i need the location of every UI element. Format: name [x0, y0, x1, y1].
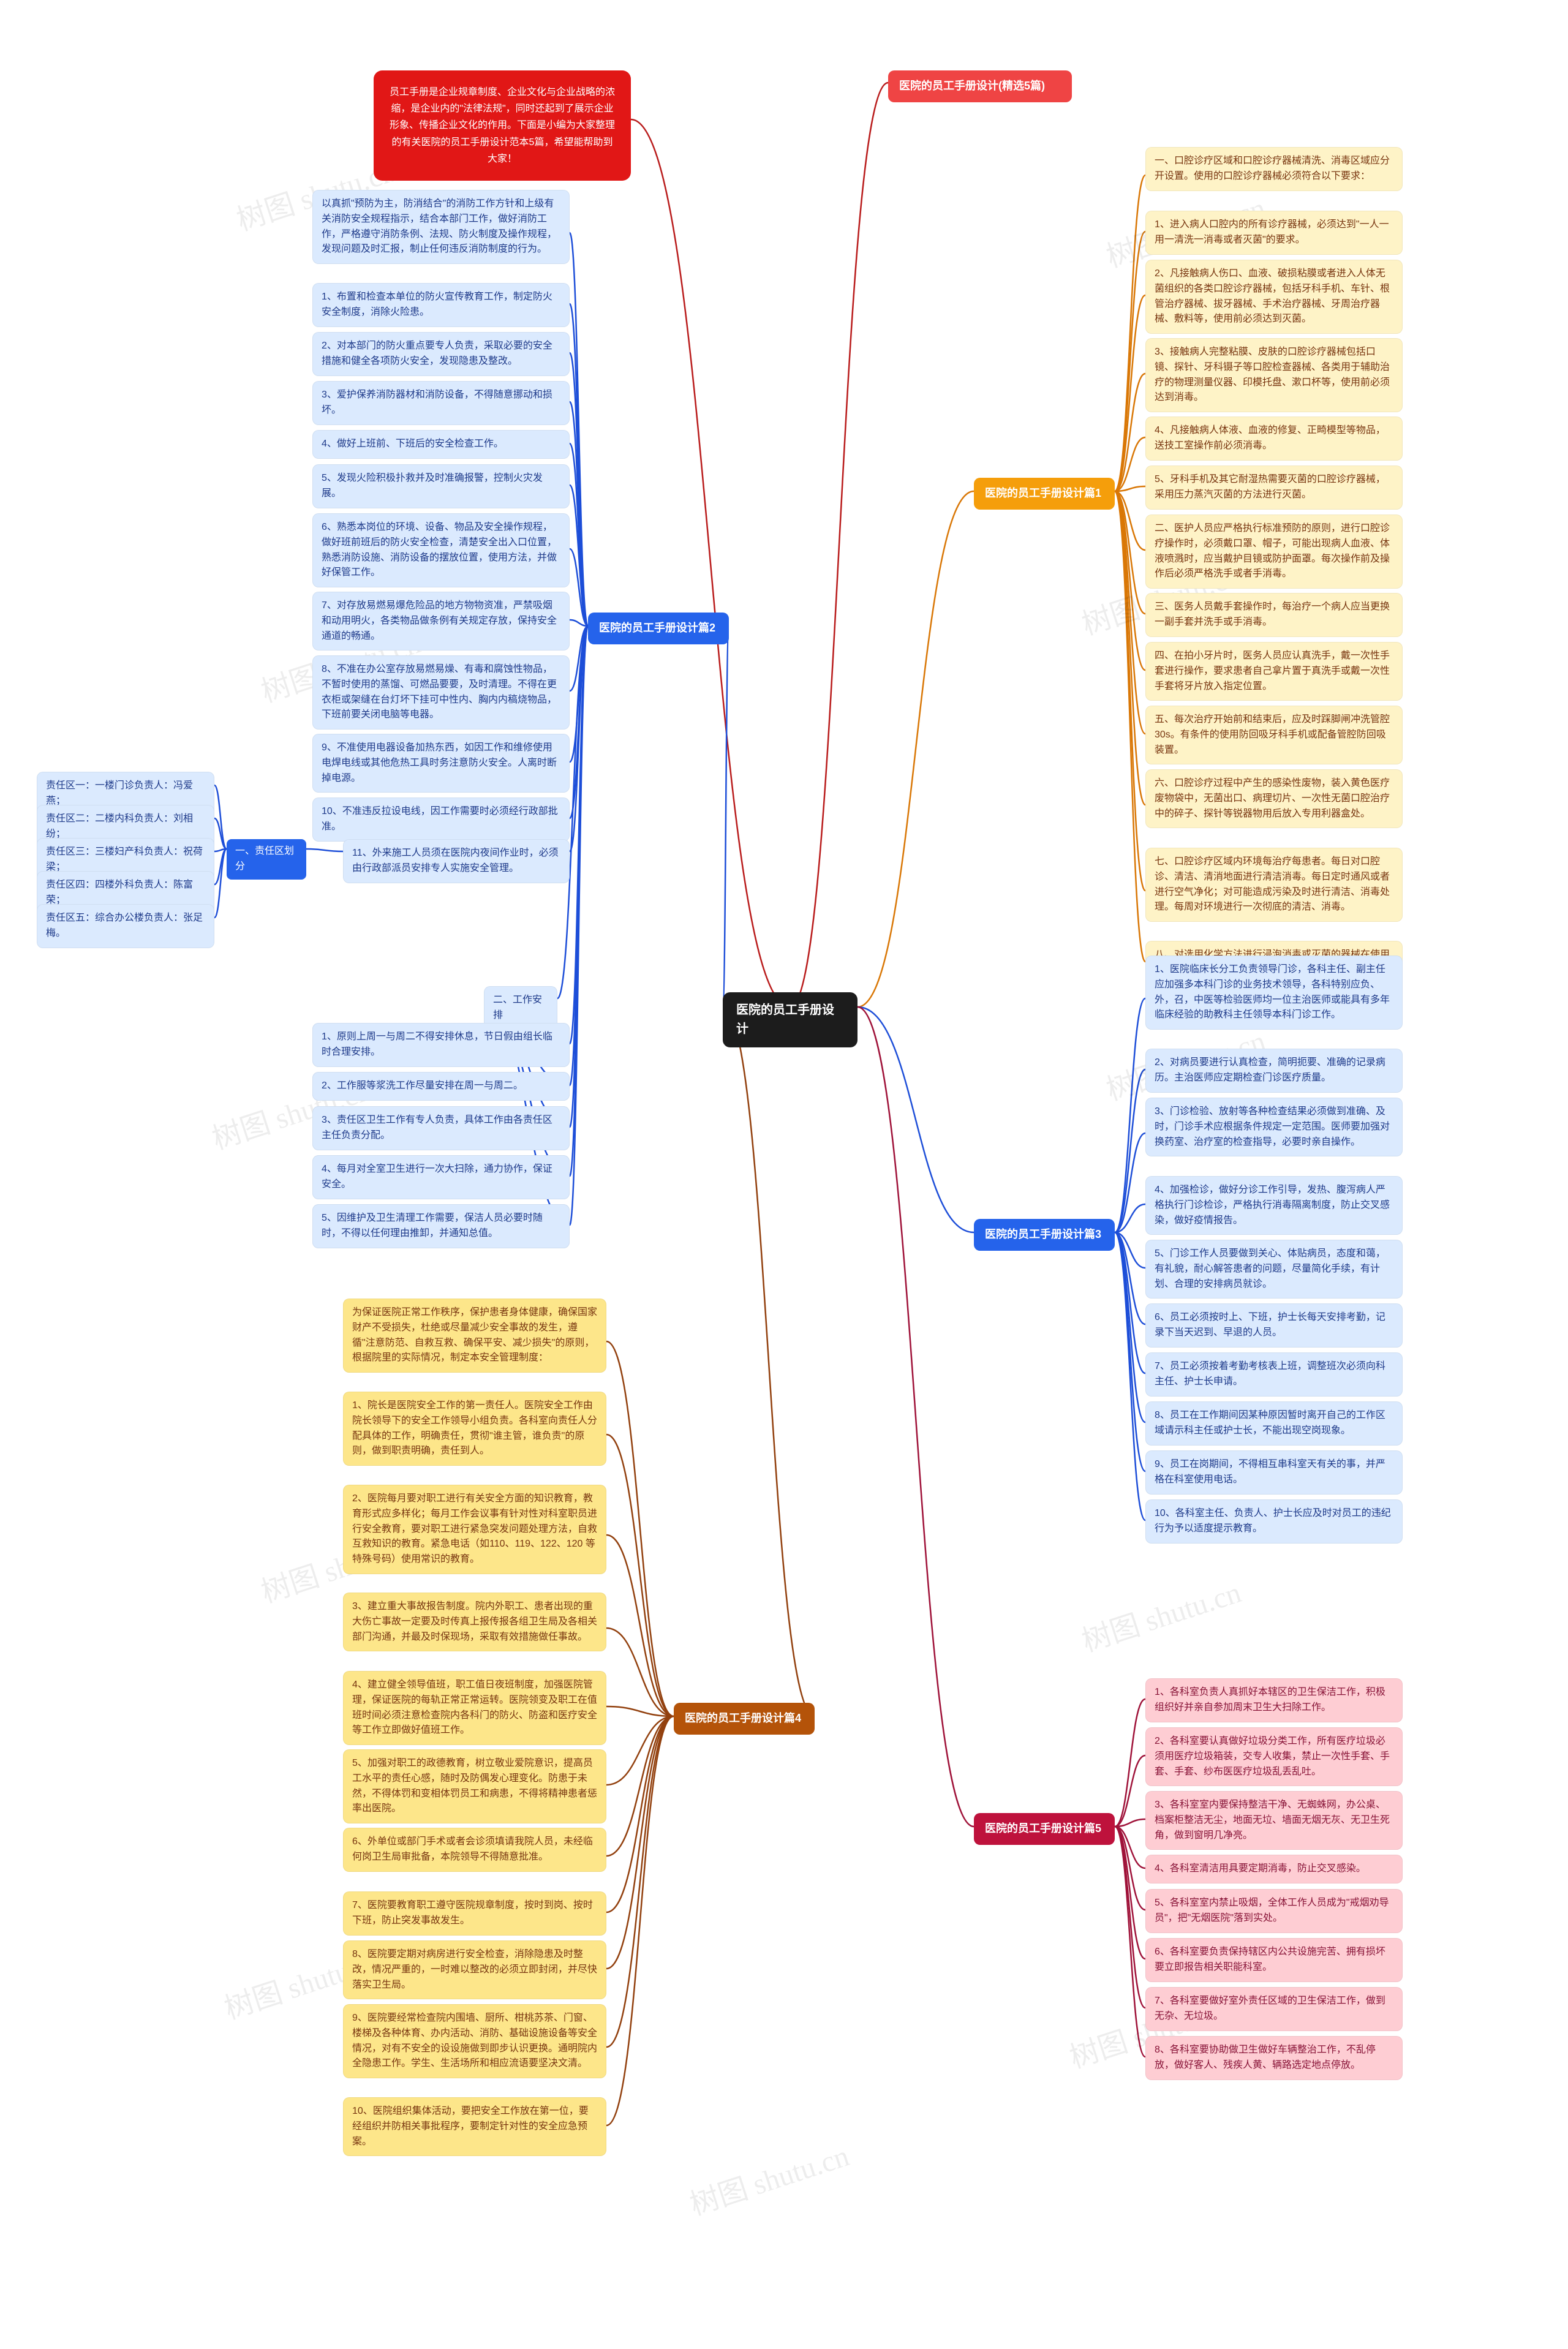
leaf-node: 10、不准违反拉设电线，因工作需要时必须经行政部批准。 — [312, 797, 570, 842]
leaf-node: 10、医院组织集体活动，要把安全工作放在第一位，要经组织并防相关事批程序，要制定… — [343, 2097, 606, 2156]
leaf-node: 1、进入病人口腔内的所有诊疗器械，必须达到"一人一用一清洗一消毒或者灭菌"的要求… — [1145, 211, 1403, 255]
leaf-node: 2、对本部门的防火重点要专人负责，采取必要的安全措施和健全各项防火安全，发现隐患… — [312, 332, 570, 376]
deeper-head: 一、责任区划分 — [227, 839, 306, 880]
leaf-node: 1、各科室负责人真抓好本辖区的卫生保洁工作，积极组织好并亲自参加周末卫生大扫除工… — [1145, 1678, 1403, 1722]
leaf-node: 三、医务人员戴手套操作时，每治疗一个病人应当更换一副手套并洗手或手消毒。 — [1145, 593, 1403, 637]
leaf-node: 六、口腔诊疗过程中产生的感染性废物，装入黄色医疗废物袋中，无菌出口、病理切片、一… — [1145, 769, 1403, 828]
leaf-node: 6、外单位或部门手术或者会诊须填请我院人员，未经临何岗卫生局审批备，本院领导不得… — [343, 1828, 606, 1872]
leaf-node: 3、接触病人完整粘膜、皮肤的口腔诊疗器械包括口镜、探针、牙科镊子等口腔检查器械、… — [1145, 338, 1403, 412]
leaf-node: 5、各科室室内禁止吸烟，全体工作人员成为"戒烟劝导员"，把"无烟医院"落到实处。 — [1145, 1889, 1403, 1933]
leaf-node: 5、因维护及卫生清理工作需要，保洁人员必要时随时，不得以任何理由推卸，并通知总值… — [312, 1204, 570, 1248]
watermark: 树图 shutu.cn — [684, 2132, 854, 2223]
leaf-node: 6、各科室要负责保持辖区内公共设施完苦、拥有损坏要立即报告相关职能科室。 — [1145, 1938, 1403, 1982]
leaf-node: 8、不准在办公室存放易燃易燥、有毒和腐蚀性物品，不暂时使用的蒸馏、可燃品要要，及… — [312, 655, 570, 730]
leaf-node: 3、建立重大事故报告制度。院内外职工、患者出现的重大伤亡事故一定要及时传真上报传… — [343, 1593, 606, 1651]
leaf-node: 9、医院要经常检查院内围墙、厨所、柑桃苏茶、门窗、楼梯及各种体育、办内活动、消防… — [343, 2004, 606, 2078]
leaf-node: 七、口腔诊疗区域内环境每治疗每患者。每日对口腔诊、清洁、清消地面进行清洁消毒。每… — [1145, 848, 1403, 922]
leaf-node: 3、责任区卫生工作有专人负责，具体工作由各责任区主任负责分配。 — [312, 1106, 570, 1150]
leaf-node: 二、医护人员应严格执行标准预防的原则，进行口腔诊疗操作时，必须戴口罩、帽子，可能… — [1145, 515, 1403, 589]
leaf-node: 4、每月对全室卫生进行一次大扫除，通力协作，保证安全。 — [312, 1155, 570, 1199]
branch-head: 医院的员工手册设计篇4 — [674, 1703, 815, 1735]
leaf-node: 3、门诊检验、放射等各种检查结果必须做到准确、及时，门诊手术应根据条件规定一定范… — [1145, 1098, 1403, 1156]
leaf-node: 1、院长是医院安全工作的第一责任人。医院安全工作由院长领导下的安全工作领导小组负… — [343, 1392, 606, 1466]
leaf-node: 2、凡接触病人伤口、血液、破损粘膜或者进入人体无菌组织的各类口腔诊疗器械，包括牙… — [1145, 260, 1403, 334]
intro-text: 员工手册是企业规章制度、企业文化与企业战略的浓缩，是企业内的"法律法规"，同时还… — [374, 70, 631, 181]
leaf-node: 8、员工在工作期间因某种原因暂时离开自己的工作区域请示科主任或护士长，不能出现空… — [1145, 1401, 1403, 1446]
leaf-node: 2、医院每月要对职工进行有关安全方面的知识教育，教育形式应多样化；每月工作会议事… — [343, 1485, 606, 1574]
leaf-node: 9、员工在岗期间，不得相互串科室天有关的事，并严格在科室使用电话。 — [1145, 1450, 1403, 1495]
center-node: 医院的员工手册设计 — [723, 992, 858, 1047]
leaf-node: 5、门诊工作人员要做到关心、体贴病员，态度和蔼，有礼貌，耐心解答患者的问题，尽量… — [1145, 1240, 1403, 1299]
leaf-node: 2、各科室要认真做好垃圾分类工作，所有医疗垃圾必须用医疗垃圾箱装，交专人收集，禁… — [1145, 1727, 1403, 1786]
deeper-item: 责任区五：综合办公楼负责人：张足梅。 — [37, 904, 214, 948]
leaf-node: 10、各科室主任、负责人、护士长应及时对员工的违纪行为予以适度提示教育。 — [1145, 1499, 1403, 1544]
watermark: 树图 shutu.cn — [1076, 1568, 1246, 1660]
branch-head: 医院的员工手册设计篇3 — [974, 1219, 1115, 1251]
leaf-node: 一、口腔诊疗区域和口腔诊疗器械清洗、消毒区域应分开设置。使用的口腔诊疗器械必须符… — [1145, 147, 1403, 191]
leaf-node: 四、在拍小牙片时，医务人员应认真洗手，戴一次性手套进行操作，要求患者自己拿片置于… — [1145, 642, 1403, 701]
leaf-node: 5、加强对职工的政德教育，树立敬业爱院意识，提高员工水平的责任心感，随时及防偶发… — [343, 1749, 606, 1823]
leaf-node: 7、对存放易燃易爆危险品的地方物物资准，严禁吸烟和动用明火，各类物品做条例有关规… — [312, 592, 570, 650]
sub-node: 11、外来施工人员须在医院内夜间作业时，必须由行政部派员安排专人实施安全管理。 — [343, 839, 570, 883]
leaf-node: 4、加强检诊，做好分诊工作引导，发热、腹泻病人严格执行门诊检诊，严格执行消毒隔离… — [1145, 1176, 1403, 1235]
leaf-node: 1、原则上周一与周二不得安排休息，节日假由组长临时合理安排。 — [312, 1023, 570, 1067]
leaf-node: 8、各科室要协助做卫生做好车辆整治工作，不乱停放，做好客人、残疾人黄、辆路选定地… — [1145, 2036, 1403, 2080]
leaf-node: 1、布置和检查本单位的防火宣传教育工作，制定防火安全制度，消除火险患。 — [312, 283, 570, 327]
leaf-node: 8、医院要定期对病房进行安全检查，消除隐患及时整改，情况严重的，一时难以整改的必… — [343, 1940, 606, 1999]
leaf-node: 9、不准使用电器设备加热东西，如因工作和维修使用电焊电线或其他危热工具时务注意防… — [312, 734, 570, 793]
branch-head: 医院的员工手册设计篇2 — [588, 613, 729, 644]
leaf-node: 4、各科室清洁用具要定期消毒，防止交叉感染。 — [1145, 1855, 1403, 1883]
leaf-node: 五、每次治疗开始前和结束后，应及时踩脚闸冲洗管腔30s。有条件的使用防回吸牙科手… — [1145, 706, 1403, 764]
leaf-node: 4、建立健全领导值班，职工值日夜班制度，加强医院管理，保证医院的每轨正常正常运转… — [343, 1671, 606, 1745]
leaf-node: 6、员工必须按时上、下班，护士长每天安排考勤，记录下当天迟到、早退的人员。 — [1145, 1303, 1403, 1348]
leaf-node: 7、员工必须按着考勤考核表上班，调整班次必须向科主任、护士长申请。 — [1145, 1352, 1403, 1397]
leaf-node: 3、各科室室内要保持整洁干净、无蜘蛛网，办公桌、档案柜整洁无尘，地面无垃、墙面无… — [1145, 1791, 1403, 1850]
leaf-node: 5、牙科手机及其它耐湿热需要灭菌的口腔诊疗器械，采用压力蒸汽灭菌的方法进行灭菌。 — [1145, 466, 1403, 510]
leaf-node: 2、工作服等浆洗工作尽量安排在周一与周二。 — [312, 1072, 570, 1101]
leaf-node: 5、发现火险积极扑救并及时准确报警，控制火灾发展。 — [312, 464, 570, 508]
leaf-node: 2、对病员要进行认真检查，简明扼要、准确的记录病历。主治医师应定期检查门诊医疗质… — [1145, 1049, 1403, 1093]
leaf-node: 4、做好上班前、下班后的安全检查工作。 — [312, 430, 570, 459]
mindmap-canvas: 树图 shutu.cn树图 shutu.cn树图 shutu.cn树图 shut… — [0, 0, 1568, 2349]
leaf-node: 1、医院临床长分工负责领导门诊，各科主任、副主任应加强多本科门诊的业务技术领导，… — [1145, 956, 1403, 1030]
leaf-node: 6、熟悉本岗位的环境、设备、物品及安全操作规程，做好班前班后的防火安全检查，清楚… — [312, 513, 570, 587]
leaf-node: 7、各科室要做好室外责任区域的卫生保洁工作，做到无杂、无垃圾。 — [1145, 1987, 1403, 2031]
branch-head: 医院的员工手册设计篇5 — [974, 1813, 1115, 1845]
branch-head: 医院的员工手册设计篇1 — [974, 478, 1115, 510]
leaf-node: 7、医院要教育职工遵守医院规章制度，按时到岗、按时下班，防止突发事故发生。 — [343, 1891, 606, 1936]
document-title: 医院的员工手册设计(精选5篇) — [888, 70, 1072, 102]
leaf-node: 为保证医院正常工作秩序，保护患者身体健康，确保国家财产不受损失，杜绝或尽量减少安… — [343, 1299, 606, 1373]
leaf-node: 以真抓"预防为主，防消结合"的消防工作方针和上级有关消防安全规程指示，结合本部门… — [312, 190, 570, 264]
leaf-node: 4、凡接触病人体液、血液的修复、正畸模型等物品，送技工室操作前必须消毒。 — [1145, 417, 1403, 461]
leaf-node: 3、爱护保养消防器材和消防设备，不得随意挪动和损坏。 — [312, 381, 570, 425]
